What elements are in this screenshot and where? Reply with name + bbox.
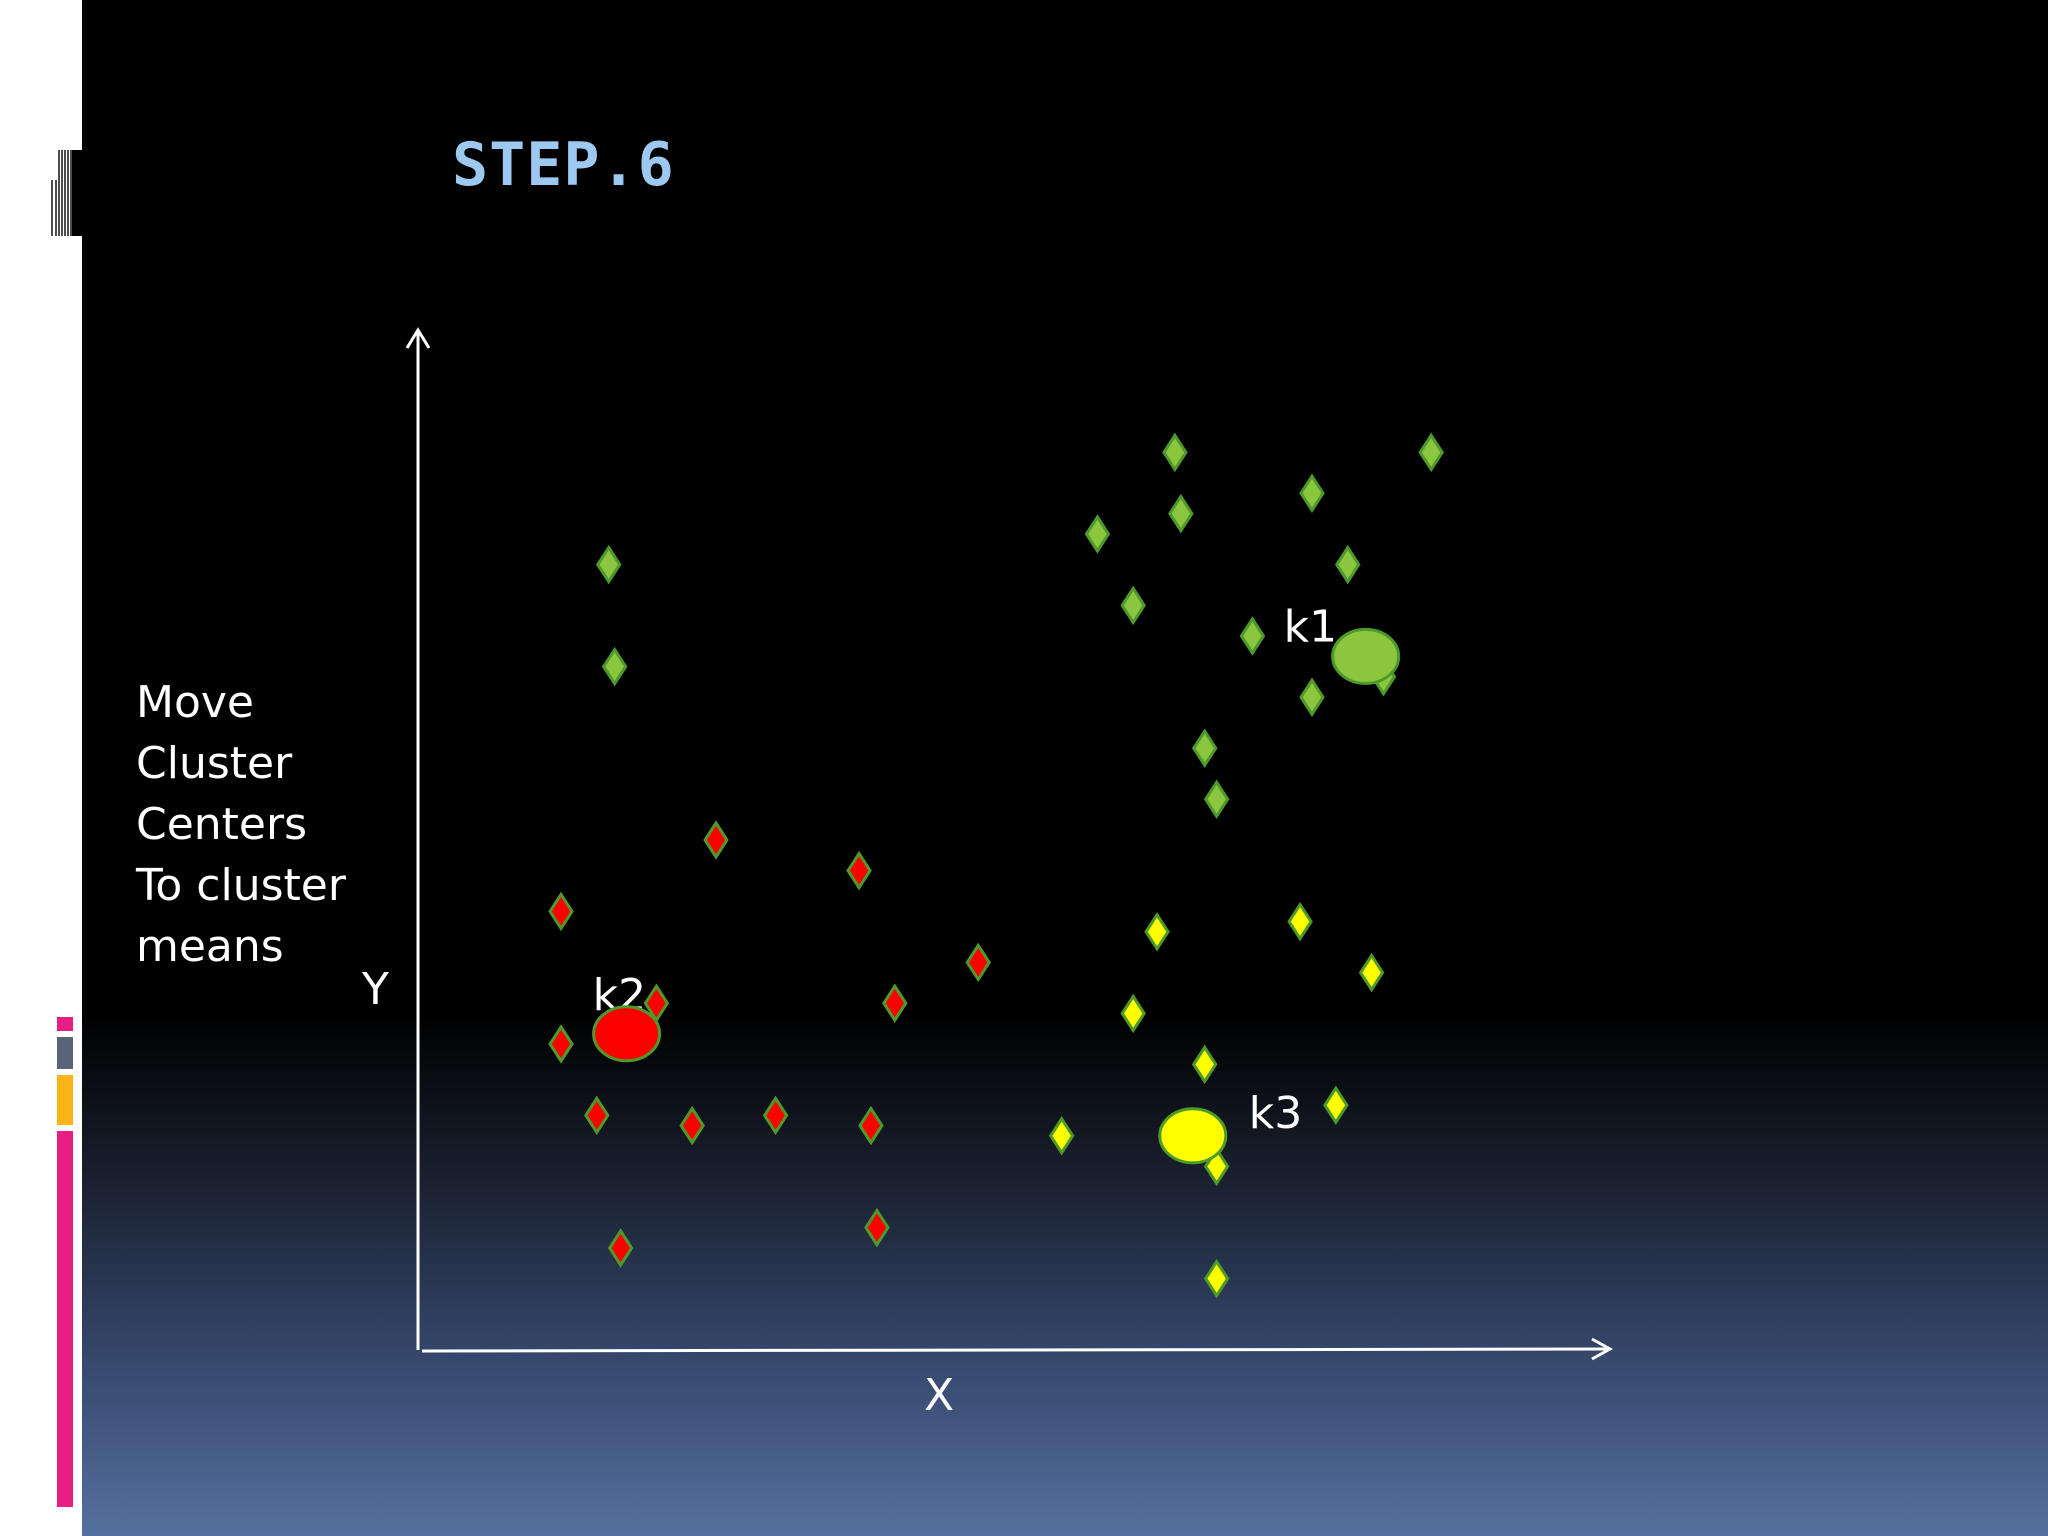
- yellow-data-point: [1191, 1044, 1218, 1085]
- slide-title: STEP.6: [452, 130, 675, 200]
- red-data-point: [607, 1228, 634, 1268]
- green-data-point: [1162, 432, 1188, 473]
- red-data-point: [679, 1105, 705, 1146]
- green-data-point: [1299, 473, 1325, 513]
- yellow-data-point: [1358, 952, 1385, 993]
- green-data-point: [1334, 544, 1361, 585]
- yellow-data-point: [1120, 993, 1146, 1034]
- yellow-data-point: [1144, 912, 1170, 952]
- red-data-point: [548, 891, 574, 932]
- green-data-point: [1168, 493, 1194, 534]
- yellow-data-point: [1048, 1116, 1075, 1156]
- red-data-point: [703, 820, 729, 860]
- green-data-point: [1418, 432, 1444, 473]
- red-data-point: [846, 850, 872, 891]
- green-data-point: [601, 646, 628, 687]
- red-data-point: [882, 983, 908, 1023]
- green-data-point: [595, 544, 622, 585]
- slide-canvas: [82, 0, 2048, 1536]
- side-text-line: Move: [136, 677, 254, 728]
- red-data-point: [965, 942, 992, 983]
- side-text-line: Cluster: [136, 738, 293, 789]
- hatch-pattern-icon: [46, 150, 82, 236]
- red-data-point: [548, 1024, 574, 1064]
- green-data-point: [1084, 514, 1111, 554]
- yellow-data-point: [1323, 1085, 1349, 1125]
- cluster-center-k1: [1331, 627, 1401, 685]
- accent-stripe-orange: [57, 1075, 73, 1125]
- center-label-k3: k3: [1249, 1088, 1302, 1139]
- x-axis-arrowhead: [1591, 1337, 1614, 1361]
- y-axis-arrowhead: [405, 327, 431, 349]
- accent-stripe-slate: [57, 1037, 73, 1069]
- axes: [405, 327, 1614, 1361]
- accent-stripe-pink: [57, 1131, 73, 1507]
- y-axis-label: Y: [361, 964, 389, 1015]
- cluster-center-k2: [592, 1005, 662, 1063]
- green-data-point: [1120, 585, 1146, 626]
- green-data-point: [1203, 779, 1230, 819]
- red-data-point: [584, 1095, 610, 1136]
- cluster-center-k3: [1158, 1107, 1228, 1165]
- green-data-point: [1191, 728, 1218, 768]
- side-description: Move Cluster Centers To cluster means: [136, 672, 436, 977]
- red-data-point: [762, 1095, 789, 1136]
- side-text-line: Centers: [136, 799, 308, 850]
- data-points: [548, 432, 1444, 1299]
- green-data-point: [1239, 616, 1266, 656]
- left-decoration-strip: [0, 0, 82, 1536]
- x-axis-label: X: [924, 1370, 954, 1421]
- center-label-k1: k1: [1284, 601, 1337, 652]
- side-text-line: To cluster: [136, 860, 346, 911]
- yellow-data-point: [1203, 1258, 1230, 1299]
- x-axis-line: [421, 1347, 1611, 1353]
- side-text-line: means: [136, 921, 284, 972]
- red-data-point: [864, 1207, 890, 1248]
- green-data-point: [1299, 677, 1325, 717]
- red-data-point: [858, 1105, 884, 1146]
- accent-stripe-pink-small: [57, 1017, 73, 1031]
- yellow-data-point: [1287, 901, 1313, 942]
